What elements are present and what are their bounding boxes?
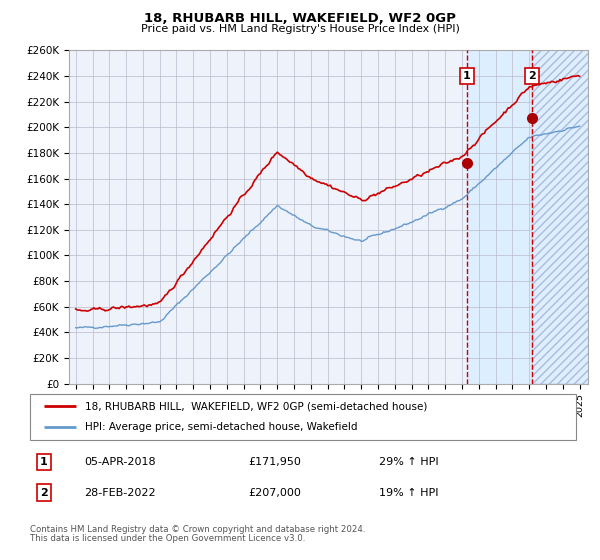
Bar xyxy=(467,50,590,384)
Text: 1: 1 xyxy=(40,457,47,467)
Text: 1: 1 xyxy=(463,71,471,81)
Text: Contains HM Land Registry data © Crown copyright and database right 2024.: Contains HM Land Registry data © Crown c… xyxy=(30,525,365,534)
Text: 19% ↑ HPI: 19% ↑ HPI xyxy=(379,488,439,498)
Text: 05-APR-2018: 05-APR-2018 xyxy=(85,457,156,467)
Text: 18, RHUBARB HILL,  WAKEFIELD, WF2 0GP (semi-detached house): 18, RHUBARB HILL, WAKEFIELD, WF2 0GP (se… xyxy=(85,401,427,411)
Text: 2: 2 xyxy=(40,488,47,498)
Text: Price paid vs. HM Land Registry's House Price Index (HPI): Price paid vs. HM Land Registry's House … xyxy=(140,24,460,34)
Text: This data is licensed under the Open Government Licence v3.0.: This data is licensed under the Open Gov… xyxy=(30,534,305,543)
Text: 28-FEB-2022: 28-FEB-2022 xyxy=(85,488,156,498)
Text: £171,950: £171,950 xyxy=(248,457,301,467)
Text: HPI: Average price, semi-detached house, Wakefield: HPI: Average price, semi-detached house,… xyxy=(85,422,357,432)
FancyBboxPatch shape xyxy=(30,394,576,440)
Text: 29% ↑ HPI: 29% ↑ HPI xyxy=(379,457,439,467)
Text: 2: 2 xyxy=(528,71,536,81)
Bar xyxy=(532,50,590,384)
Text: 18, RHUBARB HILL, WAKEFIELD, WF2 0GP: 18, RHUBARB HILL, WAKEFIELD, WF2 0GP xyxy=(144,12,456,25)
Text: £207,000: £207,000 xyxy=(248,488,301,498)
